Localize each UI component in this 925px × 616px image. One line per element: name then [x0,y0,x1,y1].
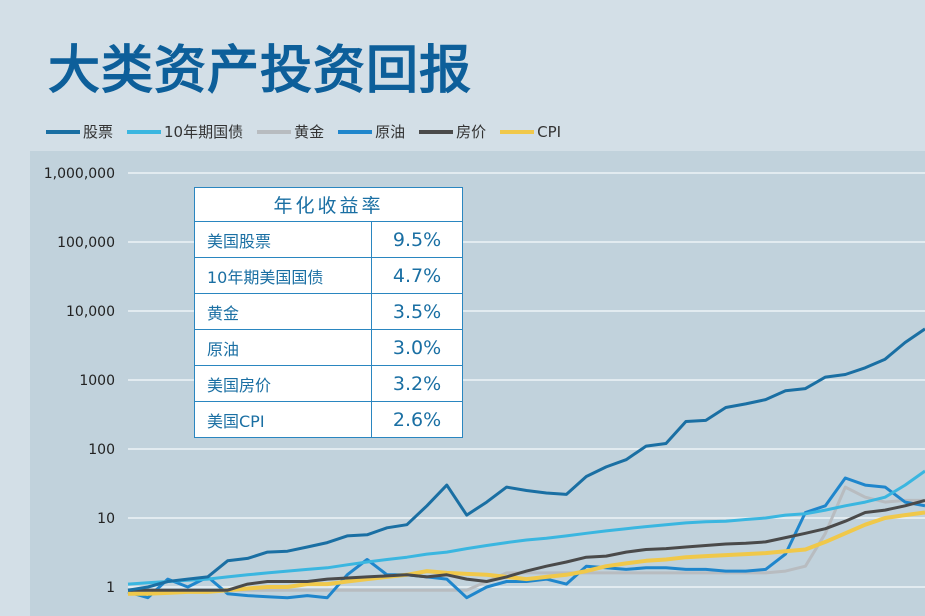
legend-item: 房价 [419,121,486,142]
return-value: 3.5% [371,293,463,330]
table-header: 年化收益率 [194,187,463,222]
series-line-4 [128,498,925,592]
table-row: 美国CPI 2.6% [194,401,463,438]
legend-item: 股票 [46,121,113,142]
legend-label: 原油 [375,123,406,141]
series-line-3 [127,476,925,600]
legend-item: 原油 [338,121,405,142]
legend-label: CPI [537,122,562,141]
series-line-1 [127,469,925,586]
legend-item: 黄金 [257,121,324,142]
asset-label: 10年期美国国债 [194,257,372,294]
asset-label: 黄金 [194,293,372,330]
series-line-5 [128,510,925,596]
series-line-0 [127,327,925,592]
return-value: 4.7% [371,257,463,294]
table-row: 美国房价 3.2% [194,365,463,402]
asset-label: 原油 [194,329,372,366]
return-value: 2.6% [371,401,463,438]
return-value: 3.0% [371,329,463,366]
legend-swatch [127,129,162,134]
y-tick-label: 1 [106,580,115,596]
y-tick-label: 1000 [79,373,115,389]
legend: 股票 10年期国债 黄金 原油 房价 CPI [46,121,561,142]
series-line-2 [128,485,925,592]
y-tick-label: 10,000 [66,304,115,320]
return-value: 3.2% [371,365,463,402]
legend-swatch [257,129,292,134]
y-tick-label: 100 [88,442,115,458]
legend-label: 黄金 [294,123,325,141]
return-value: 9.5% [371,221,463,258]
y-tick-label: 100,000 [57,235,115,251]
y-tick-label: 10 [97,511,115,527]
legend-label: 股票 [83,123,114,141]
asset-label: 美国CPI [194,401,372,438]
legend-item: 10年期国债 [127,121,243,142]
table-row: 10年期美国国债 4.7% [194,257,463,294]
y-tick-label: 1,000,000 [44,166,115,182]
table-row: 原油 3.0% [194,329,463,366]
table-row: 黄金 3.5% [194,293,463,330]
page-title: 大类资产投资回报 [48,41,473,101]
asset-label: 美国房价 [194,365,372,402]
legend-label: 10年期国债 [164,123,244,141]
legend-swatch [46,129,80,134]
legend-swatch [419,129,454,134]
legend-item: CPI [500,123,561,141]
legend-label: 房价 [456,123,487,141]
annual-return-table: 年化收益率 美国股票 9.5% 10年期美国国债 4.7% 黄金 3.5% 原油 3.0% 美国… [194,187,463,438]
legend-swatch [338,129,373,134]
legend-swatch [500,129,535,134]
asset-label: 美国股票 [194,221,372,258]
table-row: 美国股票 9.5% [194,221,463,258]
